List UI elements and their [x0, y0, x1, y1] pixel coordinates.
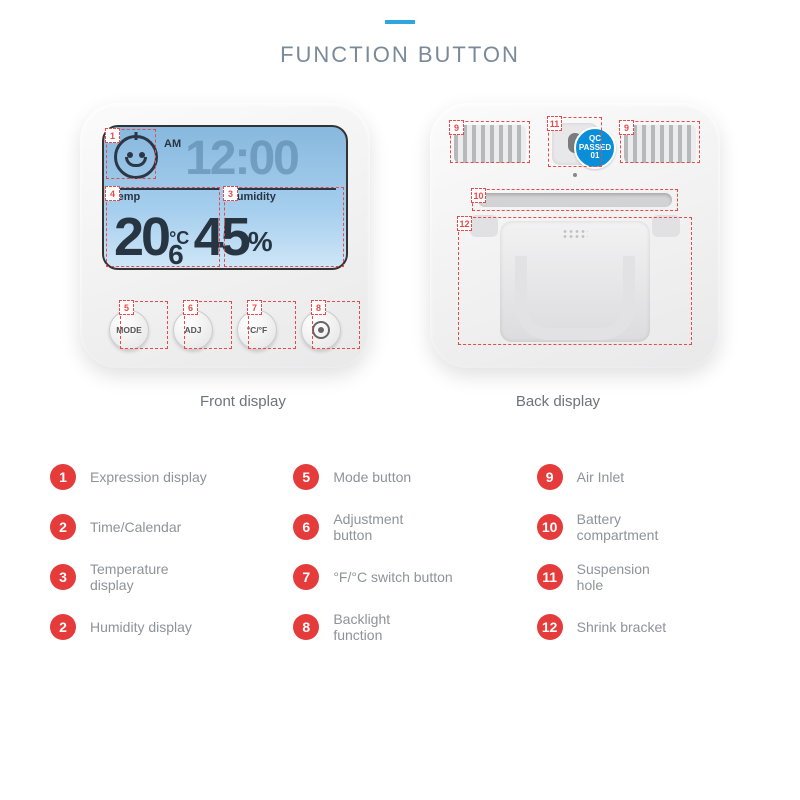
callout-num: 9 [449, 120, 464, 135]
legend-item-7: 7 °F/°C switch button [293, 555, 506, 599]
legend-item-10: 10 Battery compartment [537, 505, 750, 549]
callout-12: 12 [458, 217, 692, 345]
legend-badge: 11 [537, 564, 563, 590]
legend-badge: 10 [537, 514, 563, 540]
callout-num: 8 [311, 300, 326, 315]
legend-item-2: 2 Humidity display [50, 605, 263, 649]
callout-num: 4 [105, 186, 120, 201]
legend-item-5: 5 Mode button [293, 455, 506, 499]
legend-item-11: 11 Suspension hole [537, 555, 750, 599]
callout-num: 6 [183, 300, 198, 315]
legend-label: Battery compartment [577, 511, 659, 543]
legend-label: Humidity display [90, 619, 192, 635]
legend-item-6: 6 Adjustment button [293, 505, 506, 549]
callout-num: 5 [119, 300, 134, 315]
pin-icon [573, 173, 577, 177]
legend-badge: 12 [537, 614, 563, 640]
callout-num: 10 [471, 188, 486, 203]
legend-badge: 1 [50, 464, 76, 490]
legend-badge: 3 [50, 564, 76, 590]
callout-num: 3 [223, 186, 238, 201]
callout-num: 11 [547, 116, 562, 131]
legend-item-9: 9 Air Inlet [537, 455, 750, 499]
legend-label: Time/Calendar [90, 519, 181, 535]
callout-7: 7 [248, 301, 296, 349]
callout-num: 12 [457, 216, 472, 231]
legend-label: Backlight function [333, 611, 390, 643]
callout-1: 1 [106, 129, 156, 179]
legend-label: Mode button [333, 469, 411, 485]
callout-9: 9 [620, 121, 700, 163]
legend-label: Temperature display [90, 561, 169, 593]
legend-item-8: 8 Backlight function [293, 605, 506, 649]
legend: 1 Expression display 2 Time/Calendar 3 Temper… [40, 455, 760, 649]
callout-8: 8 [312, 301, 360, 349]
captions: Front display Back display [40, 393, 760, 410]
back-caption: Back display [516, 393, 600, 410]
devices-row: AM 12:00 temp humidity 20 °C 6 45 % MODE… [40, 103, 760, 368]
callout-6: 6 [184, 301, 232, 349]
legend-item-2: 2 Time/Calendar [50, 505, 263, 549]
legend-badge: 7 [293, 564, 319, 590]
device-back: QC PASSED 01 91191012 [430, 103, 720, 368]
callout-5: 5 [120, 301, 168, 349]
callout-9: 9 [450, 121, 530, 163]
legend-badge: 8 [293, 614, 319, 640]
legend-item-1: 1 Expression display [50, 455, 263, 499]
callout-num: 7 [247, 300, 262, 315]
legend-label: Adjustment button [333, 511, 403, 543]
legend-badge: 5 [293, 464, 319, 490]
legend-badge: 2 [50, 514, 76, 540]
accent-bar [385, 20, 415, 24]
legend-label: Shrink bracket [577, 619, 666, 635]
front-caption: Front display [200, 393, 286, 410]
callout-num: 9 [619, 120, 634, 135]
legend-label: Suspension hole [577, 561, 650, 593]
page-title: FUNCTION BUTTON [40, 42, 760, 68]
legend-item-12: 12 Shrink bracket [537, 605, 750, 649]
legend-badge: 9 [537, 464, 563, 490]
device-front: AM 12:00 temp humidity 20 °C 6 45 % MODE… [80, 103, 370, 368]
ampm: AM [164, 139, 181, 150]
callout-11: 11 [548, 117, 602, 167]
legend-badge: 2 [50, 614, 76, 640]
callout-3: 3 [224, 187, 344, 267]
legend-label: Expression display [90, 469, 207, 485]
clock: 12:00 [185, 135, 298, 183]
legend-badge: 6 [293, 514, 319, 540]
callout-10: 10 [472, 189, 678, 211]
callout-4: 4 [106, 187, 220, 267]
callout-num: 1 [105, 128, 120, 143]
legend-label: Air Inlet [577, 469, 624, 485]
legend-item-3: 3 Temperature display [50, 555, 263, 599]
legend-label: °F/°C switch button [333, 569, 452, 585]
